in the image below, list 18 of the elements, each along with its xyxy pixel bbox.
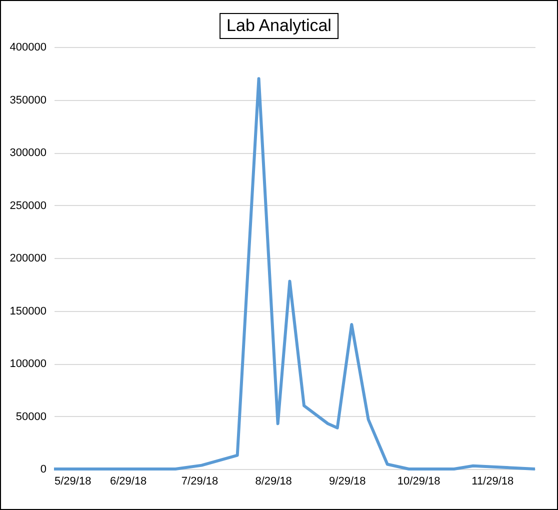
- x-tick-label: 11/29/18: [472, 476, 514, 488]
- y-tick-label: 350000: [10, 94, 46, 106]
- y-tick-label: 300000: [10, 147, 46, 159]
- y-tick-label: 200000: [10, 252, 46, 264]
- x-tick-label: 9/29/18: [329, 476, 366, 488]
- y-tick-label: 400000: [10, 42, 46, 54]
- y-tick-label: 50000: [16, 410, 46, 423]
- x-tick-label: 6/29/18: [110, 476, 147, 488]
- x-tick-label: 8/29/18: [255, 476, 292, 488]
- chart-title: Lab Analytical: [220, 13, 338, 39]
- x-tick-label: 7/29/18: [181, 476, 218, 488]
- y-tick-label: 250000: [10, 200, 46, 212]
- x-tick-label: 10/29/18: [397, 476, 440, 488]
- line-series: [52, 77, 536, 470]
- y-tick-label: 0: [40, 464, 46, 476]
- x-tick-label: 5/29/18: [54, 476, 92, 488]
- y-tick-label: 100000: [10, 358, 46, 370]
- y-tick-label: 150000: [10, 305, 46, 318]
